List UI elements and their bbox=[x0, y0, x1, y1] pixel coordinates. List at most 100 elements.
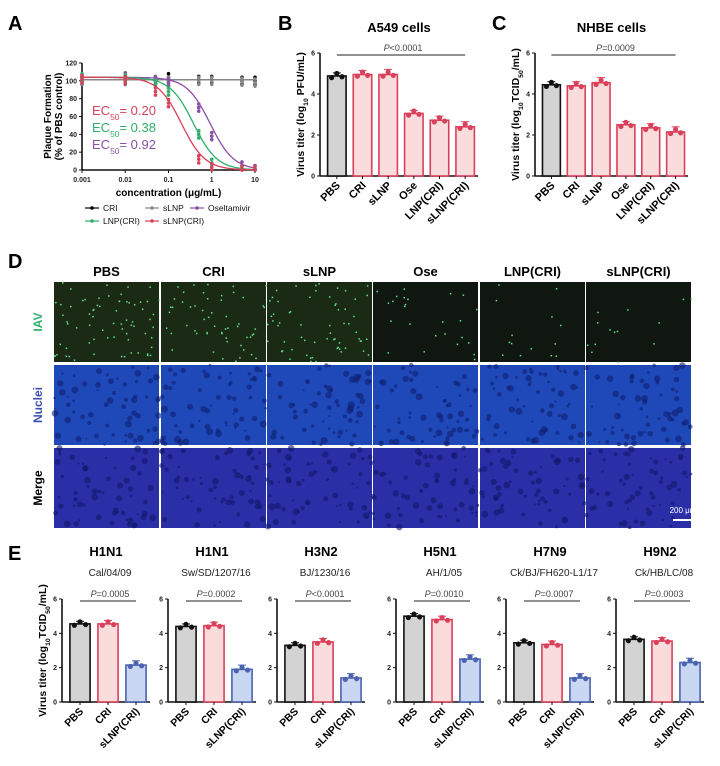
nuclei-texture bbox=[670, 501, 675, 506]
iav-signal bbox=[121, 328, 124, 330]
chart-subtitle: Ck/BJ/FH620-L1/17 bbox=[510, 568, 598, 579]
nuclei-texture bbox=[286, 477, 292, 484]
iav-signal bbox=[403, 305, 406, 308]
data-point-sLNP(CRI) bbox=[253, 168, 257, 172]
nuclei-texture bbox=[142, 448, 149, 455]
category-label: PBS bbox=[168, 706, 192, 730]
bar-CRI bbox=[312, 641, 334, 703]
nuclei-texture bbox=[140, 514, 147, 521]
nuclei-texture bbox=[86, 484, 90, 489]
nuclei-texture bbox=[316, 391, 321, 396]
nuclei-texture bbox=[80, 414, 86, 420]
iav-signal bbox=[146, 354, 149, 357]
nuclei-texture bbox=[457, 410, 465, 417]
nuclei-texture bbox=[426, 505, 433, 511]
data-point bbox=[548, 79, 555, 85]
nuclei-texture bbox=[234, 427, 237, 430]
data-point-sLNP bbox=[209, 75, 214, 80]
data-point bbox=[286, 644, 292, 650]
nuclei-texture bbox=[595, 492, 600, 496]
nuclei-texture bbox=[268, 465, 272, 469]
nuclei-texture bbox=[274, 502, 281, 509]
nuclei-texture bbox=[337, 435, 341, 439]
nuclei-texture bbox=[250, 456, 255, 461]
panel-a-dose-response: 0 20 40 60 80 100 120 0.001 0.01 0.1 1 10 concentrat… bbox=[43, 61, 259, 227]
nuclei-texture bbox=[458, 394, 462, 398]
nuclei-texture bbox=[271, 429, 277, 435]
nuclei-texture bbox=[174, 424, 178, 428]
legend-label: sLNP(CRI) bbox=[163, 216, 204, 226]
chart-title: H1N1 bbox=[195, 544, 228, 559]
nuclei-texture bbox=[197, 419, 201, 423]
iav-signal bbox=[597, 311, 599, 314]
nuclei-texture bbox=[372, 460, 375, 463]
nuclei-texture bbox=[116, 495, 123, 502]
iav-signal bbox=[252, 333, 255, 336]
p-value: P=0.0009 bbox=[596, 43, 635, 53]
data-point bbox=[555, 642, 561, 648]
data-point-sLNP(CRI) bbox=[153, 86, 158, 90]
nuclei-texture bbox=[402, 375, 409, 382]
iav-signal bbox=[123, 355, 126, 358]
nuclei-texture bbox=[328, 364, 331, 368]
data-point-Oseltamivir bbox=[196, 109, 201, 113]
data-point bbox=[653, 639, 659, 646]
iav-signal bbox=[101, 329, 104, 331]
bar-PBS bbox=[284, 644, 306, 703]
nuclei-texture bbox=[659, 393, 663, 397]
nuclei-texture bbox=[336, 403, 340, 408]
nuclei-texture bbox=[436, 386, 439, 389]
nuclei-texture bbox=[215, 394, 221, 400]
nuclei-texture bbox=[503, 481, 511, 489]
data-point bbox=[245, 667, 251, 673]
y-tick-label: 0 bbox=[607, 700, 611, 707]
nuclei-texture bbox=[284, 453, 292, 461]
bar-LNP(CRI) bbox=[429, 119, 450, 177]
data-point bbox=[467, 125, 473, 131]
iav-signal bbox=[291, 348, 293, 351]
nuclei-texture bbox=[249, 490, 252, 493]
nuclei-texture bbox=[245, 475, 252, 483]
nuclei-texture bbox=[437, 503, 444, 510]
nuclei-texture bbox=[530, 480, 536, 485]
nuclei-texture bbox=[228, 371, 232, 375]
nuclei-texture bbox=[127, 517, 134, 524]
y-tick-label: 2 bbox=[159, 665, 163, 672]
nuclei-texture bbox=[229, 495, 234, 500]
nuclei-texture bbox=[124, 420, 132, 428]
category-label: CRI bbox=[93, 706, 114, 727]
bar-sLNP(CRI) bbox=[459, 658, 481, 703]
nuclei-texture bbox=[281, 506, 286, 512]
iav-signal bbox=[250, 353, 253, 356]
nuclei-texture bbox=[191, 477, 195, 481]
nuclei-texture bbox=[535, 488, 541, 494]
iav-signal bbox=[108, 295, 110, 297]
nuclei-texture bbox=[490, 381, 494, 386]
chart-subtitle: Ck/HB/LC/08 bbox=[635, 568, 694, 579]
data-point bbox=[342, 676, 348, 682]
nuclei-texture bbox=[453, 380, 459, 386]
category-label: CRI bbox=[647, 706, 668, 727]
y-tick-label: 0 bbox=[497, 700, 501, 707]
iav-signal bbox=[461, 336, 463, 339]
nuclei-texture bbox=[404, 494, 411, 501]
p-value-text: =0.0002 bbox=[203, 589, 236, 599]
nuclei-texture bbox=[181, 449, 186, 454]
nuclei-texture bbox=[81, 381, 88, 387]
nuclei-texture bbox=[592, 505, 597, 511]
nuclei-texture bbox=[570, 383, 577, 391]
iav-signal bbox=[88, 313, 91, 315]
nuclei-texture bbox=[646, 510, 653, 517]
nuclei-texture bbox=[208, 487, 213, 493]
data-point-LNP(CRI) bbox=[166, 93, 171, 97]
nuclei-texture bbox=[254, 503, 260, 510]
micrograph-Merge-PBS bbox=[54, 448, 159, 528]
nuclei-texture bbox=[557, 413, 561, 417]
data-point bbox=[380, 73, 386, 79]
nuclei-texture bbox=[388, 480, 393, 485]
nuclei-texture bbox=[568, 434, 574, 441]
iav-signal bbox=[137, 352, 139, 354]
nuclei-texture bbox=[657, 417, 661, 421]
nuclei-texture bbox=[564, 371, 567, 374]
data-point bbox=[77, 619, 83, 625]
